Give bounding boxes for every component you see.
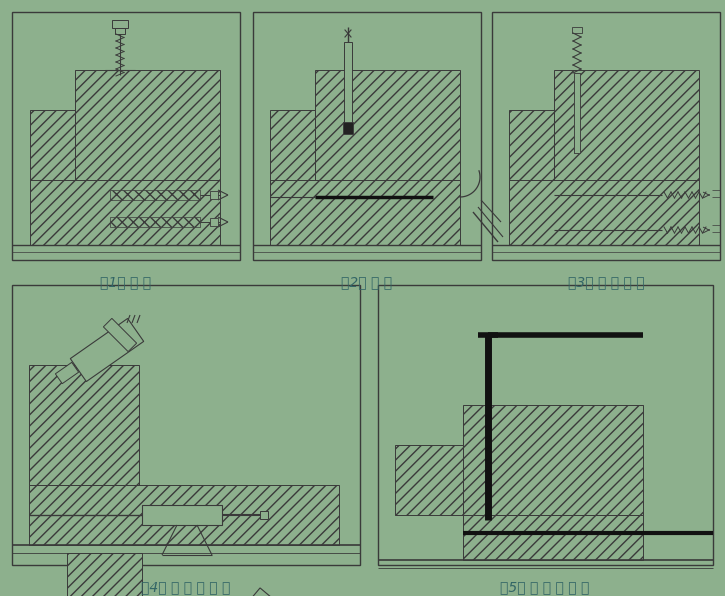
Bar: [270, 110, 315, 210]
Bar: [110, 190, 200, 200]
Bar: [492, 12, 720, 260]
Polygon shape: [70, 318, 144, 381]
Text: （4） 注 入 胶 粘 剥: （4） 注 入 胶 粘 剥: [141, 580, 231, 594]
Bar: [574, 73, 580, 153]
Bar: [12, 12, 240, 260]
Bar: [315, 70, 460, 210]
Polygon shape: [104, 318, 136, 352]
Text: （5） 插 入 连 接 件: （5） 插 入 连 接 件: [500, 580, 589, 594]
Bar: [463, 405, 643, 515]
Bar: [343, 122, 353, 134]
Polygon shape: [209, 588, 276, 596]
Bar: [260, 511, 268, 519]
Bar: [112, 20, 128, 28]
Bar: [270, 180, 460, 245]
Text: （3） 丙 酮 清 洗: （3） 丙 酮 清 洗: [568, 275, 645, 289]
Bar: [210, 218, 218, 226]
Bar: [75, 70, 220, 210]
Bar: [509, 110, 554, 210]
Bar: [30, 110, 75, 210]
Bar: [344, 42, 352, 132]
Bar: [30, 180, 220, 245]
Bar: [574, 73, 580, 153]
Bar: [554, 70, 699, 210]
Bar: [142, 505, 222, 525]
Bar: [509, 180, 699, 245]
Bar: [12, 285, 360, 565]
Polygon shape: [55, 362, 78, 384]
Bar: [110, 217, 200, 227]
Bar: [395, 445, 463, 515]
Bar: [29, 485, 339, 545]
Text: （1） 成 孔: （1） 成 孔: [101, 275, 152, 289]
Bar: [29, 365, 139, 485]
Bar: [463, 515, 643, 560]
Bar: [378, 285, 713, 565]
Text: （2） 清 孔: （2） 清 孔: [341, 275, 392, 289]
Bar: [253, 12, 481, 260]
Bar: [67, 553, 142, 596]
Bar: [210, 191, 218, 199]
Bar: [572, 27, 582, 33]
Bar: [115, 28, 125, 34]
